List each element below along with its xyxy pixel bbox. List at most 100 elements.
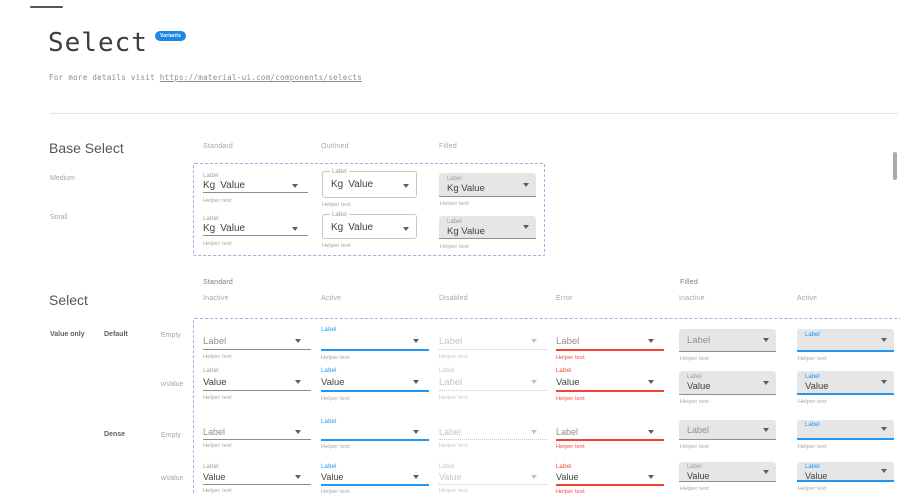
select-field[interactable]: Value	[321, 375, 429, 390]
select-value: Value	[805, 381, 829, 392]
select-label	[556, 419, 664, 426]
dropdown-arrow-icon	[648, 430, 654, 434]
select-standard-error-default-wvalue: Label Value Helper text	[556, 367, 664, 403]
select-filled-inactive-default-wvalue[interactable]: Label Value	[679, 371, 776, 395]
select-standard-error-dense-empty: Label Helper text	[556, 419, 664, 451]
select-field[interactable]: Label	[439, 375, 547, 390]
select-state-header-disabled-2: Disabled	[439, 295, 468, 302]
select-standard-disabled-dense-wvalue: Label Value Helper text	[439, 464, 547, 494]
select-field[interactable]: Label	[556, 426, 664, 439]
dropdown-arrow-icon	[295, 430, 301, 434]
fill-label-1: wValue	[161, 381, 184, 388]
select-value: Value	[348, 179, 374, 190]
select-field[interactable]: Value	[321, 471, 429, 484]
select-field[interactable]: Value	[203, 375, 311, 390]
dropdown-arrow-icon	[413, 380, 419, 384]
base-select-outlined-small[interactable]: Label Kg Value	[322, 212, 417, 239]
select-value: Value	[203, 472, 226, 482]
dropdown-arrow-icon	[523, 225, 529, 229]
select-field[interactable]: Label	[556, 334, 664, 349]
helper-text: Helper text	[556, 443, 585, 450]
select-field[interactable]: Label	[439, 334, 547, 349]
select-underline	[439, 390, 547, 391]
select-field[interactable]: Label	[203, 426, 311, 439]
base-select-standard-small: Label Kg Value Helper text	[203, 213, 308, 248]
select-standard-active-default-empty: Label Helper text	[321, 326, 429, 362]
select-label: Label	[439, 368, 455, 374]
dropdown-arrow-icon	[295, 380, 301, 384]
helper-text: Helper text	[322, 243, 351, 249]
base-select-filled-medium[interactable]: Label Kg Value	[439, 173, 536, 197]
select-value: Label	[556, 427, 579, 437]
select-label: Label	[321, 419, 337, 425]
select-standard-error-default-empty: Label Helper text	[556, 326, 664, 362]
dropdown-arrow-icon	[881, 469, 887, 473]
base-column-header-filled: Filled	[439, 143, 457, 150]
select-filled-active-dense-wvalue[interactable]: Label Value	[797, 462, 894, 482]
select-value: Label	[687, 425, 710, 435]
select-filled-active-default-empty[interactable]: Label	[797, 329, 894, 352]
select-value: Value	[321, 377, 345, 388]
dropdown-arrow-icon	[763, 469, 769, 474]
select-value: Label	[439, 377, 463, 388]
helper-text: Helper text	[798, 444, 827, 450]
select-field[interactable]: Value	[556, 471, 664, 484]
select-underline	[203, 439, 311, 440]
select-standard-inactive-dense-wvalue: Label Value Helper text	[203, 464, 311, 494]
select-field[interactable]: Value	[203, 471, 311, 484]
scrollbar-thumb[interactable]	[893, 152, 897, 180]
helper-text: Helper text	[203, 443, 232, 449]
helper-text: Helper text	[556, 354, 585, 361]
fill-label-0: Empty	[161, 332, 181, 339]
select-filled-inactive-default-empty[interactable]: Label	[679, 329, 776, 352]
subtitle-link[interactable]: https://material-ui.com/components/selec…	[159, 73, 363, 82]
base-select-heading: Base Select	[49, 140, 124, 156]
select-filled-active-dense-empty[interactable]: Label	[797, 420, 894, 440]
select-field[interactable]: Kg Value	[203, 223, 308, 235]
select-field[interactable]: Kg Value	[331, 222, 373, 233]
select-filled-inactive-dense-wvalue[interactable]: Label Value	[679, 462, 776, 482]
select-value: Label	[439, 427, 462, 437]
helper-text: Helper text	[439, 488, 468, 494]
select-underline	[203, 484, 311, 485]
select-underline	[321, 439, 429, 441]
select-filled-active-default-wvalue[interactable]: Label Value	[797, 371, 894, 395]
select-group-header-filled: Filled	[680, 279, 698, 286]
select-label	[203, 419, 311, 426]
select-value: Value	[805, 471, 828, 481]
select-label	[439, 326, 547, 334]
base-select-outlined-medium[interactable]: Label Kg Value	[322, 169, 417, 198]
dropdown-arrow-icon	[292, 227, 298, 231]
select-label: Label	[805, 332, 820, 338]
select-underline	[203, 192, 308, 193]
helper-text: Helper text	[680, 399, 709, 405]
select-label: Label	[203, 173, 219, 179]
select-field[interactable]: Label	[203, 334, 311, 349]
select-underline	[439, 439, 547, 440]
select-underline	[321, 484, 429, 486]
dropdown-arrow-icon	[295, 475, 301, 479]
select-field[interactable]: Kg Value	[331, 179, 373, 190]
select-field[interactable]: Kg Value	[203, 180, 308, 192]
select-field[interactable]: Value	[439, 471, 547, 484]
select-state-header-error-3: Error	[556, 295, 573, 302]
select-value: Value	[439, 472, 462, 482]
base-select-filled-small[interactable]: Label Kg Value	[439, 216, 536, 239]
select-field[interactable]: Label	[439, 426, 547, 439]
select-field[interactable]: Value	[556, 375, 664, 390]
select-value: Value	[220, 223, 246, 234]
dropdown-arrow-icon	[881, 337, 887, 342]
select-underline	[556, 349, 664, 351]
dropdown-arrow-icon	[523, 182, 529, 187]
select-field[interactable]	[321, 426, 429, 439]
select-label: Label	[805, 374, 820, 380]
select-value: Label	[203, 336, 227, 347]
select-underline	[203, 390, 311, 391]
select-standard-disabled-default-empty: Label Helper text	[439, 326, 547, 361]
select-standard-active-dense-empty: Label Helper text	[321, 419, 429, 451]
select-filled-inactive-dense-empty[interactable]: Label	[679, 420, 776, 440]
base-row-label-small: Small	[50, 214, 68, 221]
select-field[interactable]	[321, 334, 429, 349]
select-standard-active-dense-wvalue: Label Value Helper text	[321, 464, 429, 494]
helper-text: Helper text	[203, 241, 232, 247]
